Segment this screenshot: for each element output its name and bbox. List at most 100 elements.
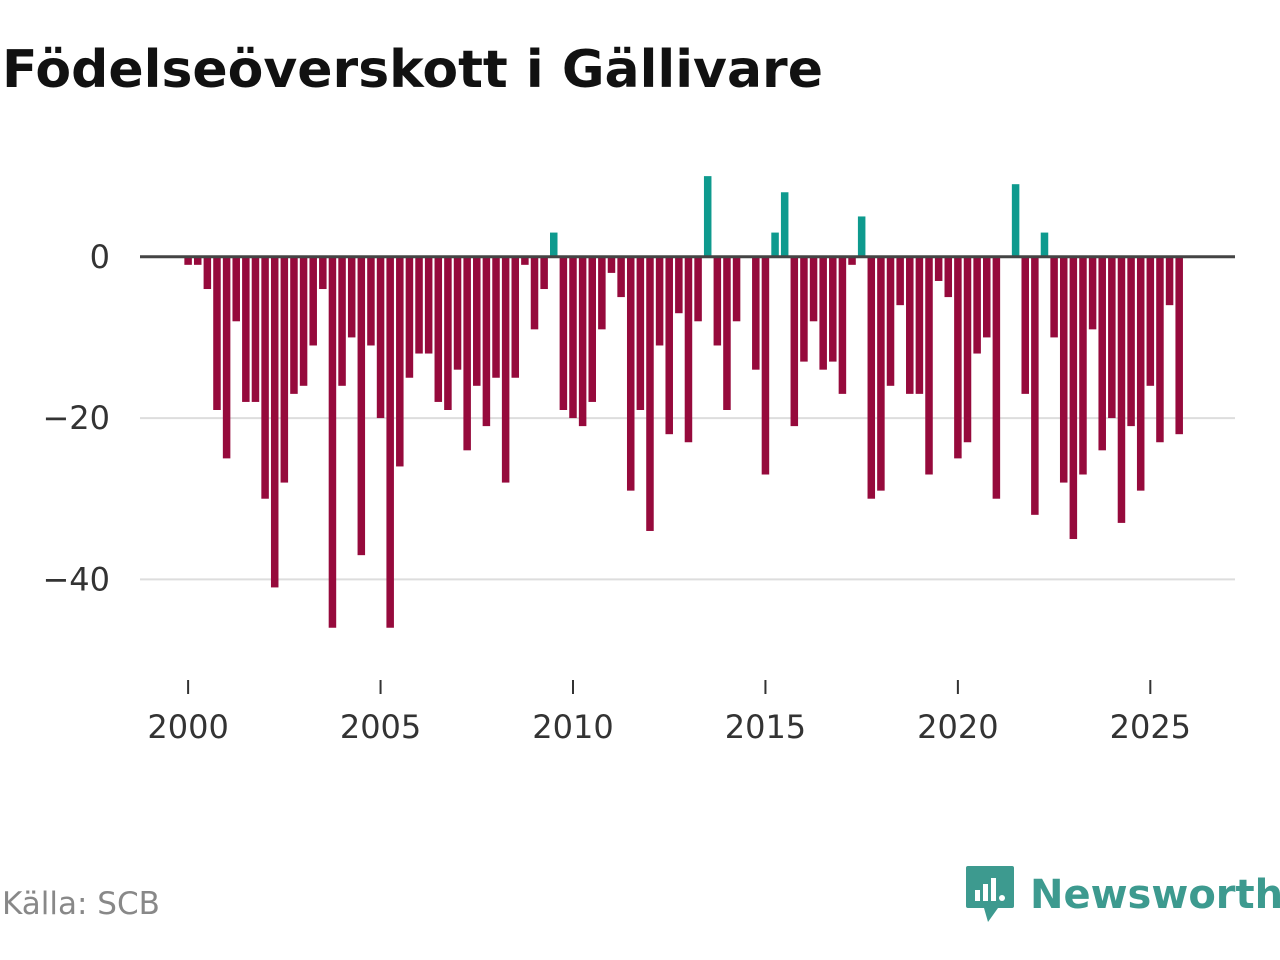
tick-labels: 0 −20 −40 2000 2005 2010 2015 2020 2025: [42, 238, 1191, 746]
bar: [222, 256, 231, 459]
bar: [1127, 256, 1135, 427]
bar: [857, 216, 866, 257]
bar: [617, 256, 625, 298]
bar: [1011, 184, 1020, 257]
bar: [906, 256, 914, 394]
y-tick-label: −40: [42, 560, 110, 598]
bar: [559, 256, 568, 410]
bar: [819, 256, 827, 370]
bar: [771, 232, 779, 257]
bar: [790, 256, 799, 427]
bar: [299, 256, 308, 386]
bar: [800, 256, 808, 362]
bar: [569, 256, 577, 419]
bar: [809, 256, 818, 322]
bar: [867, 256, 876, 499]
bar: [896, 256, 904, 306]
bar: [415, 256, 423, 354]
bar: [954, 256, 962, 459]
bar: [386, 256, 394, 628]
bar: [598, 256, 606, 330]
bar: [319, 256, 327, 290]
bar: [1031, 256, 1039, 515]
bar: [1069, 256, 1078, 540]
bar: [540, 256, 548, 290]
bar: [915, 256, 924, 394]
bar: [992, 256, 1001, 499]
bar: [290, 256, 298, 394]
x-tick-label: 2025: [1110, 708, 1191, 746]
bar: [251, 256, 260, 402]
bar: [1050, 256, 1058, 338]
bar: [925, 256, 933, 475]
bar: [511, 256, 520, 378]
bar: [626, 256, 635, 491]
bar: [723, 256, 731, 410]
bar: [280, 256, 289, 483]
bar: [761, 256, 770, 475]
bar: [713, 256, 722, 346]
bar: [646, 256, 654, 531]
bar: [963, 256, 972, 443]
bar: [424, 256, 433, 354]
bar: [1175, 256, 1183, 435]
bar: [184, 256, 192, 265]
bar: [983, 256, 991, 338]
bar: [203, 256, 212, 290]
x-tick-label: 2000: [147, 708, 228, 746]
bar: [376, 256, 385, 419]
bar: [1117, 256, 1126, 523]
bar: [1088, 256, 1097, 330]
bar: [1059, 256, 1068, 483]
bar: [684, 256, 693, 443]
bar: [1165, 256, 1174, 306]
brand-name: Newsworthy: [1030, 872, 1280, 918]
bar: [453, 256, 462, 370]
bar: [588, 256, 596, 402]
bar: [732, 256, 741, 322]
chart-title: Födelseöverskott i Gällivare: [2, 40, 823, 100]
bar: [434, 256, 443, 402]
x-tick-label: 2010: [532, 708, 613, 746]
bar: [877, 256, 885, 491]
bar: [1156, 256, 1164, 443]
bar: [396, 256, 404, 467]
bar: [578, 256, 587, 427]
bar: [193, 256, 202, 265]
bar: [444, 256, 452, 410]
bar: [242, 256, 250, 402]
bar: [482, 256, 491, 427]
bar: [675, 256, 683, 314]
bar: [492, 256, 500, 378]
bar: [1136, 256, 1145, 491]
brand: Newsworthy: [964, 864, 1280, 926]
bar: [357, 256, 366, 556]
bar: [1021, 256, 1029, 394]
bar: [1146, 256, 1155, 386]
newsworthy-logo-icon: [966, 866, 1014, 922]
bar: [694, 256, 702, 322]
x-tick-label: 2020: [917, 708, 998, 746]
bar: [405, 256, 414, 378]
bar: [973, 256, 981, 354]
bar: [944, 256, 953, 298]
bar: [328, 256, 337, 628]
bar: [367, 256, 375, 346]
bar: [848, 256, 856, 265]
bar: [347, 256, 356, 338]
axes: [140, 255, 1235, 694]
bar: [501, 256, 510, 483]
bar: [309, 256, 317, 346]
y-tick-label: −20: [42, 399, 110, 437]
bar: [703, 176, 712, 257]
bar: [838, 256, 847, 394]
x-tick-label: 2015: [725, 708, 806, 746]
bar: [636, 256, 645, 410]
bar: [780, 192, 789, 257]
bar: [829, 256, 837, 362]
bar: [261, 256, 269, 499]
bar: [1098, 256, 1106, 451]
bar: [550, 232, 558, 257]
bar: [473, 256, 481, 386]
